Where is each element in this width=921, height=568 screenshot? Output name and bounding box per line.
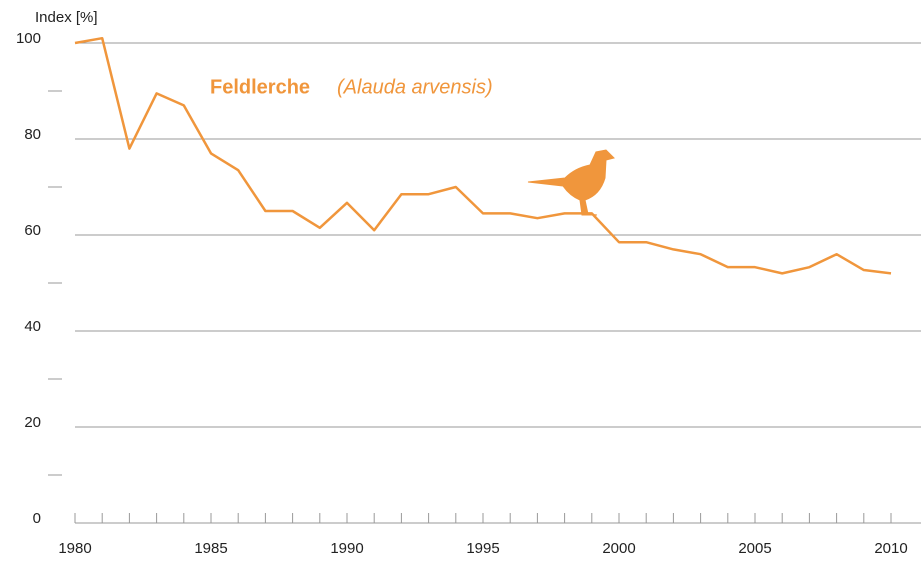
y-tick-label: 0 bbox=[33, 510, 41, 527]
x-tick-label: 1985 bbox=[194, 540, 227, 557]
y-tick-label: 60 bbox=[24, 222, 41, 239]
data-line bbox=[75, 38, 891, 273]
x-tick-label: 1995 bbox=[466, 540, 499, 557]
y-tick-label: 40 bbox=[24, 318, 41, 335]
chart: 2010 2005 2000 1995 1990 1985 1980 100 80 60 40 20 0… bbox=[0, 0, 921, 563]
x-tick-label: 1980 bbox=[58, 540, 91, 557]
bird-icon bbox=[528, 150, 614, 215]
y-axis-label: Index [%] bbox=[35, 9, 98, 26]
y-tick-label: 20 bbox=[24, 414, 41, 431]
chart-title: Feldlerche bbox=[210, 76, 310, 98]
x-tick-label: 1990 bbox=[330, 540, 363, 557]
x-tick-label: 2000 bbox=[602, 540, 635, 557]
y-tick-label: 80 bbox=[24, 126, 41, 143]
chart-subtitle: (Alauda arvensis) bbox=[337, 76, 493, 98]
page: 2010 2005 2000 1995 1990 1985 1980 100 80 60 40 20 0… bbox=[0, 0, 921, 568]
x-tick-label: 2010 bbox=[874, 540, 907, 557]
x-tick-label: 2005 bbox=[738, 540, 771, 557]
y-tick-label: 100 bbox=[16, 30, 41, 47]
